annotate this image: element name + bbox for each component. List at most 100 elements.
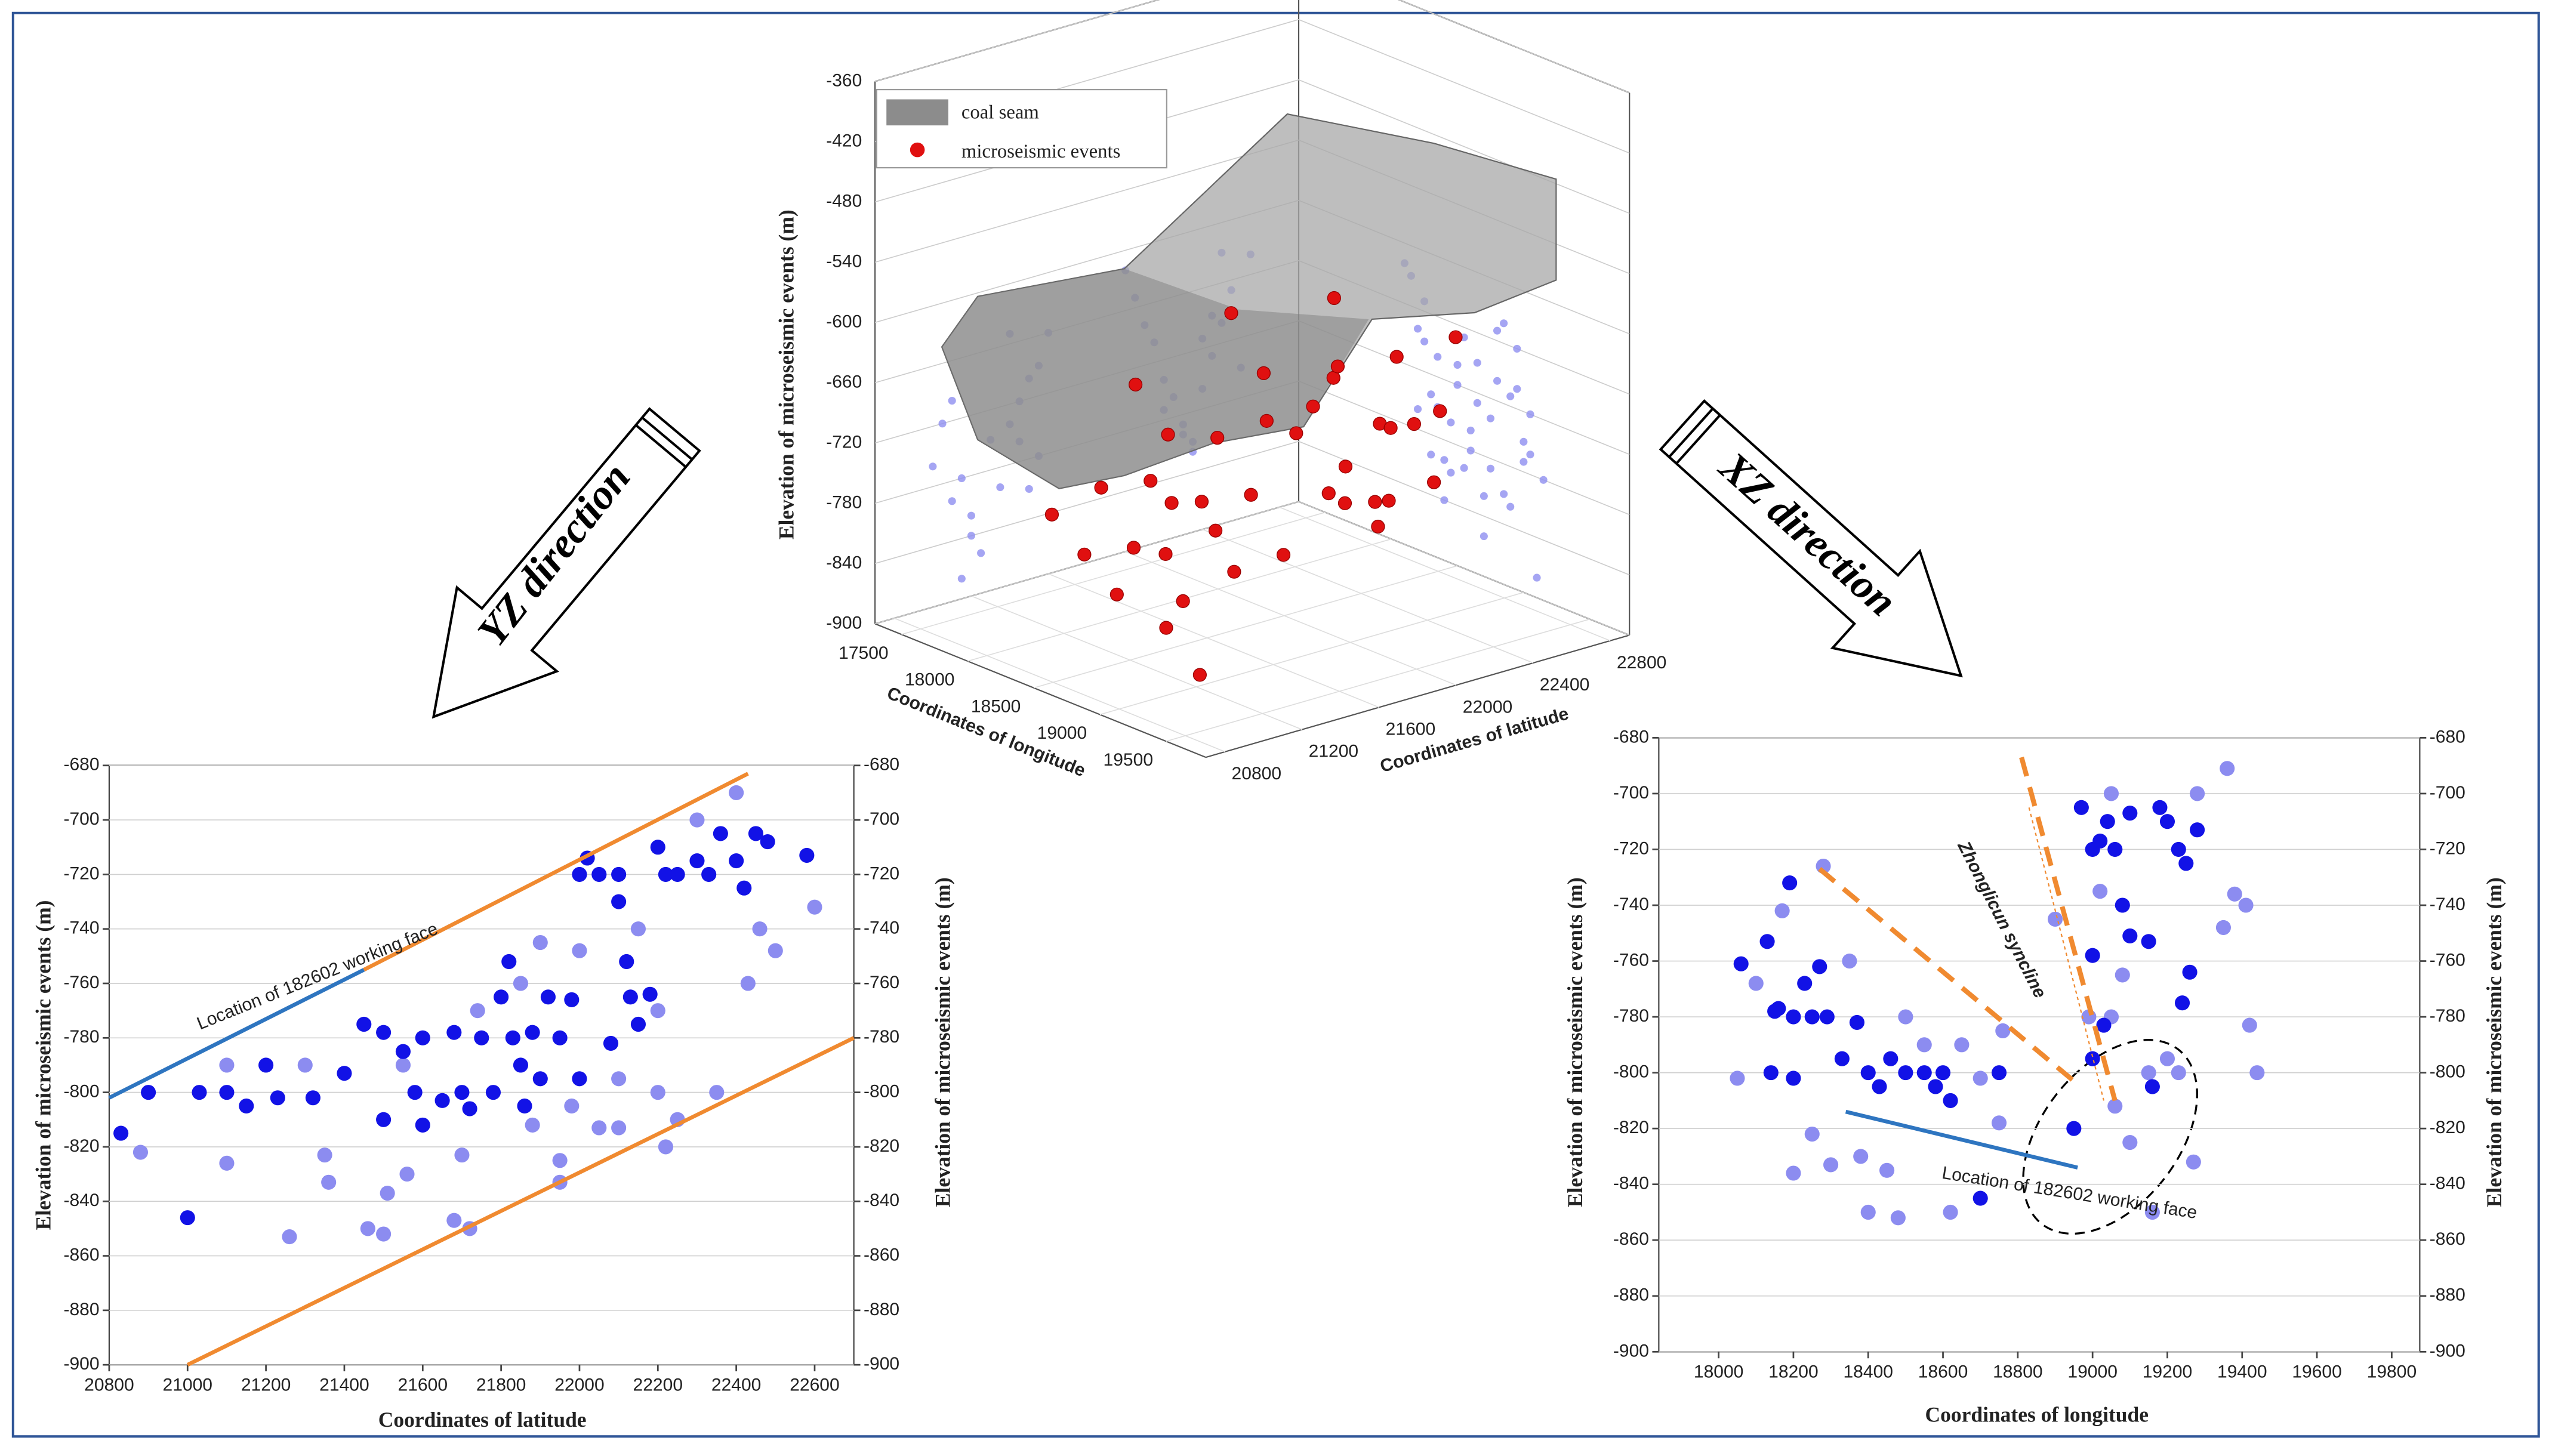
annotation-line — [1818, 867, 2076, 1083]
z-tick-label: -780 — [826, 492, 862, 512]
shadow-point — [1480, 492, 1488, 500]
point — [376, 1025, 392, 1040]
y2-tick-label: -720 — [864, 863, 899, 883]
x-tick-label: 18600 — [1918, 1362, 1968, 1382]
point — [2107, 1099, 2123, 1114]
y-tick-label: 22400 — [1540, 675, 1589, 695]
point — [1786, 1071, 1801, 1086]
point — [1842, 953, 1857, 969]
point — [462, 1101, 477, 1116]
y2-tick-label: -760 — [864, 973, 899, 992]
y2-tick-label: -820 — [864, 1136, 899, 1156]
point — [192, 1085, 207, 1100]
y-tick-label: 21600 — [1386, 720, 1435, 739]
point — [297, 1057, 313, 1073]
point — [603, 1035, 619, 1051]
point — [434, 1093, 450, 1108]
point — [1853, 1149, 1869, 1164]
point — [1782, 875, 1798, 891]
point — [1916, 1037, 1932, 1053]
point — [540, 989, 556, 1005]
x-tick-label: 21000 — [163, 1375, 212, 1395]
z-tick-label: -360 — [826, 70, 862, 90]
y2-tick-label: -860 — [2430, 1229, 2465, 1249]
shadow-point — [1513, 385, 1521, 393]
y-tick-label: -900 — [1613, 1341, 1649, 1361]
x-tick-label: 17500 — [839, 643, 888, 663]
point — [572, 866, 587, 882]
point — [270, 1090, 285, 1106]
point — [2144, 1204, 2160, 1220]
point — [1928, 1079, 1943, 1094]
point — [2066, 1121, 2082, 1136]
point — [2122, 806, 2138, 821]
arrow-stripe — [641, 417, 693, 461]
event-point — [1289, 426, 1303, 440]
point — [446, 1213, 462, 1228]
event-point — [1448, 330, 1463, 344]
y-tick-label: -860 — [1613, 1229, 1649, 1249]
grid-line — [1033, 565, 1458, 689]
z-tick-label: -900 — [826, 613, 862, 633]
point — [356, 1016, 372, 1032]
z-tick-label: -720 — [826, 432, 862, 452]
y2-tick-label: -860 — [864, 1245, 899, 1264]
grid-line — [874, 440, 1630, 576]
point — [474, 1030, 489, 1045]
point — [532, 1071, 548, 1087]
event-point — [1159, 621, 1173, 635]
annotation: Zhonglicun syncline — [1953, 838, 2050, 1001]
arrow-shape — [1659, 399, 1963, 678]
shadow-point — [977, 549, 985, 557]
point — [1860, 1065, 1876, 1081]
point — [2103, 786, 2119, 801]
event-point — [1368, 495, 1382, 509]
point — [619, 954, 634, 970]
point — [505, 1030, 520, 1045]
event-point — [1176, 594, 1190, 608]
shadow-point — [1513, 344, 1521, 353]
event-point — [1126, 541, 1141, 555]
point — [2096, 1017, 2112, 1033]
point — [1763, 1065, 1779, 1081]
z-tick-label: -840 — [826, 553, 862, 572]
point — [305, 1090, 320, 1106]
shadow-point — [1486, 464, 1495, 473]
event-point — [1158, 547, 1173, 562]
point — [630, 921, 646, 937]
x-tick-label: 19800 — [2367, 1362, 2417, 1382]
point — [713, 826, 728, 841]
point — [799, 847, 815, 863]
point — [2190, 822, 2205, 838]
x-tick-label: 21200 — [241, 1375, 291, 1395]
point — [525, 1117, 540, 1133]
event-point — [1109, 587, 1124, 601]
y2-tick-label: -780 — [864, 1027, 899, 1047]
point — [591, 866, 607, 882]
z-tick-label: -660 — [826, 372, 862, 391]
point — [2085, 1051, 2100, 1066]
box-edge — [1206, 634, 1630, 758]
x-tick-label: 21400 — [319, 1375, 369, 1395]
shadow-point — [1526, 451, 1534, 459]
arrow-shape — [432, 407, 701, 719]
point — [141, 1085, 156, 1100]
event-point — [1192, 668, 1207, 682]
point — [113, 1125, 129, 1141]
grid-line — [1125, 551, 1457, 686]
point — [1797, 976, 1813, 991]
shadow-point — [1447, 468, 1455, 477]
shadow-point — [957, 575, 966, 583]
point — [564, 992, 580, 1007]
shadow-point — [1025, 485, 1033, 493]
point — [395, 1057, 411, 1073]
highlight-ellipse — [2022, 1039, 2198, 1235]
shadow-point — [1506, 502, 1515, 511]
x-axis-label: Coordinates of longitude — [1925, 1403, 2149, 1427]
xz-arrow — [1659, 399, 1963, 678]
event-point — [1227, 564, 1241, 579]
point — [180, 1210, 195, 1226]
point — [611, 1120, 627, 1136]
point — [1943, 1204, 1958, 1220]
x-tick-label: 22600 — [790, 1375, 839, 1395]
